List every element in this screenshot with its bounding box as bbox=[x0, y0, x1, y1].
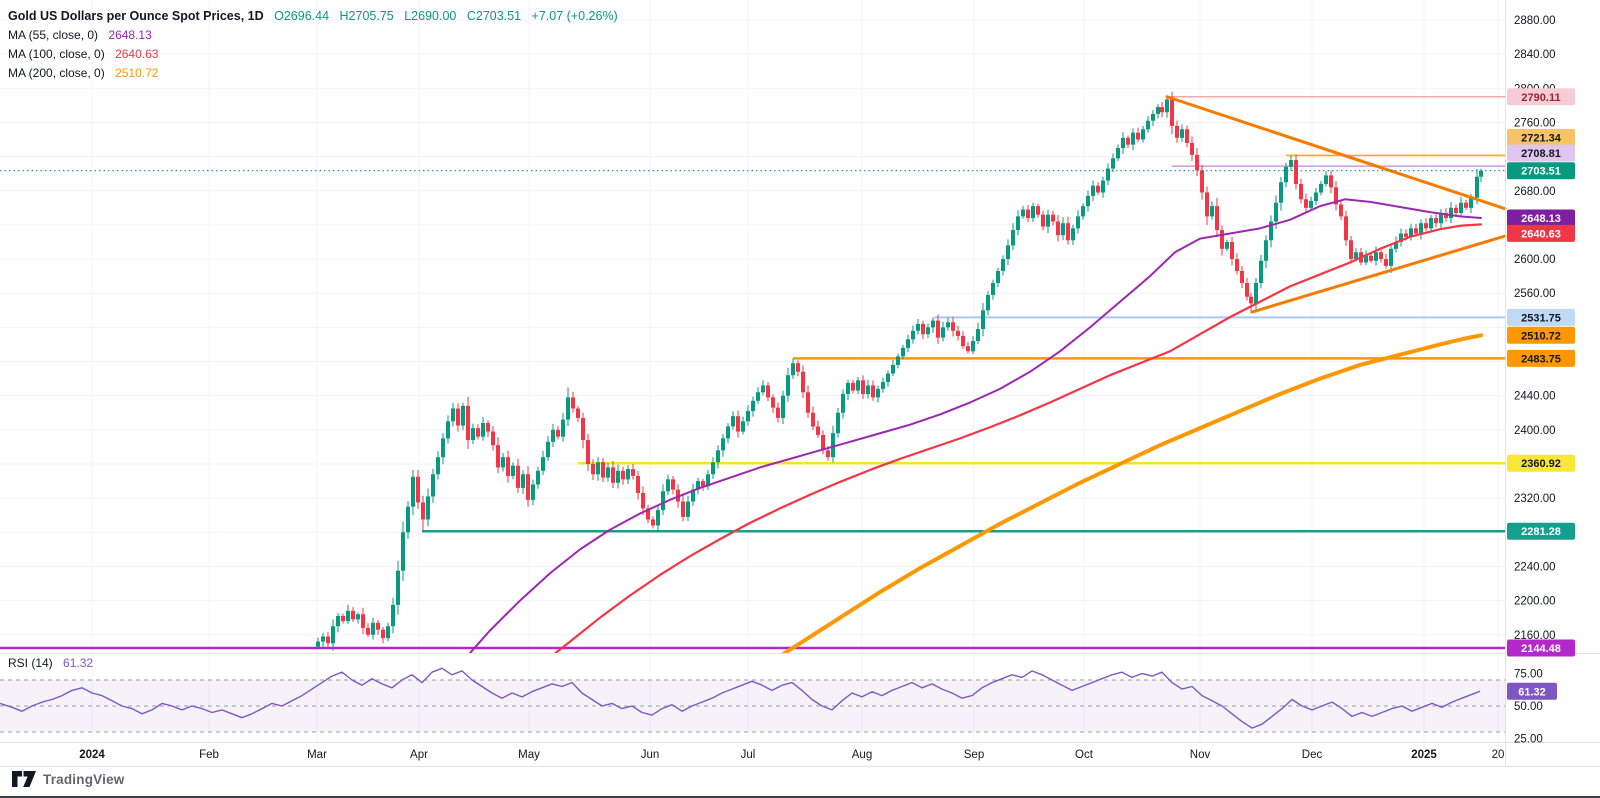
time-axis-label: Mar bbox=[307, 749, 327, 761]
price-axis-label: 2200.00 bbox=[1514, 596, 1556, 608]
triangle-trendline bbox=[1165, 95, 1507, 211]
svg-text:2360.92: 2360.92 bbox=[1521, 458, 1561, 470]
rsi-line bbox=[0, 667, 1481, 729]
ma-ma-100-line bbox=[553, 223, 1483, 653]
window-bottom-edge bbox=[0, 796, 1600, 798]
price-axis-badge: 2531.75 bbox=[1507, 308, 1575, 326]
time-axis[interactable]: 2024 Feb Mar Apr May Jun Jul Aug Sep Oct Nov Dec 202… bbox=[79, 749, 1504, 761]
ma-100-legend-row[interactable]: MA (100, close, 0) 2640.63 bbox=[8, 45, 618, 64]
price-axis-label: 2880.00 bbox=[1514, 15, 1556, 27]
price-axis-badge: 2790.11 bbox=[1507, 88, 1575, 106]
svg-text:2708.81: 2708.81 bbox=[1521, 148, 1561, 160]
price-axis-label: 2400.00 bbox=[1514, 425, 1556, 437]
svg-text:2640.63: 2640.63 bbox=[1521, 228, 1561, 240]
panel-separators bbox=[0, 0, 1600, 767]
price-axis-badge: 2510.72 bbox=[1507, 326, 1575, 344]
rsi-axis-label: 50.00 bbox=[1514, 701, 1543, 713]
gridlines bbox=[0, 0, 1505, 742]
ohlc-high: H2705.75 bbox=[339, 9, 394, 23]
svg-text:2648.13: 2648.13 bbox=[1521, 213, 1561, 225]
ma-200-label: MA (200, close, 0) bbox=[8, 66, 105, 80]
price-axis-label: 2240.00 bbox=[1514, 561, 1556, 573]
time-axis-label: Oct bbox=[1075, 749, 1094, 761]
ma-55-label: MA (55, close, 0) bbox=[8, 28, 99, 42]
tradingview-brand-text[interactable]: TradingView bbox=[43, 771, 125, 787]
time-axis-label: Jul bbox=[741, 749, 756, 761]
price-axis-badge: 2703.51 bbox=[1507, 162, 1575, 180]
rsi-axis-label: 25.00 bbox=[1514, 734, 1543, 746]
ma-55-legend-row[interactable]: MA (55, close, 0) 2648.13 bbox=[8, 26, 618, 45]
ma-100-value: 2640.63 bbox=[115, 47, 159, 61]
price-axis-badge: 2648.13 bbox=[1507, 209, 1575, 227]
price-level-lines bbox=[0, 95, 1505, 650]
tradingview-logo-icon[interactable] bbox=[12, 771, 36, 787]
price-axis-badge: 2281.28 bbox=[1507, 522, 1575, 540]
rsi-legend-row[interactable]: RSI (14) 61.32 bbox=[8, 656, 93, 670]
symbol-title-row[interactable]: Gold US Dollars per Ounce Spot Prices, 1… bbox=[8, 7, 618, 26]
ma-200-value: 2510.72 bbox=[115, 66, 159, 80]
price-axis-label: 2600.00 bbox=[1514, 254, 1556, 266]
trendlines[interactable] bbox=[1165, 95, 1507, 314]
ma-ma-200-line bbox=[781, 333, 1483, 653]
time-axis-label: May bbox=[518, 749, 540, 761]
price-axis-badge: 2640.63 bbox=[1507, 224, 1575, 242]
ma-ma-55-line bbox=[468, 198, 1482, 653]
footer: TradingView bbox=[12, 769, 124, 789]
symbol-title: Gold US Dollars per Ounce Spot Prices, 1… bbox=[8, 9, 264, 23]
rsi-axis-label: 75.00 bbox=[1514, 669, 1543, 681]
rsi-label: RSI (14) bbox=[8, 656, 53, 670]
svg-text:2483.75: 2483.75 bbox=[1521, 353, 1561, 365]
price-axis-label: 2560.00 bbox=[1514, 288, 1556, 300]
ohlc-open: O2696.44 bbox=[274, 9, 330, 23]
time-axis-label: Aug bbox=[852, 749, 872, 761]
price-axis-badge: 2483.75 bbox=[1507, 349, 1575, 367]
price-axis-label: 2840.00 bbox=[1514, 49, 1556, 61]
time-axis-label: 20 bbox=[1492, 749, 1505, 761]
ma-100-label: MA (100, close, 0) bbox=[8, 47, 105, 61]
price-axis-label: 2440.00 bbox=[1514, 391, 1556, 403]
svg-text:2531.75: 2531.75 bbox=[1521, 312, 1561, 324]
rsi-axis-badge: 61.32 bbox=[1507, 682, 1557, 700]
svg-text:2790.11: 2790.11 bbox=[1521, 92, 1560, 104]
svg-text:2281.28: 2281.28 bbox=[1521, 526, 1561, 538]
time-axis-label: Apr bbox=[410, 749, 428, 761]
ohlc-low: L2690.00 bbox=[404, 9, 457, 23]
time-axis-label: Dec bbox=[1302, 749, 1323, 761]
time-axis-label: Jun bbox=[641, 749, 660, 761]
svg-text:61.32: 61.32 bbox=[1518, 686, 1546, 698]
candles bbox=[316, 91, 1483, 651]
ma-200-legend-row[interactable]: MA (200, close, 0) 2510.72 bbox=[8, 64, 618, 83]
svg-text:2703.51: 2703.51 bbox=[1521, 166, 1561, 178]
price-axis-badge: 2360.92 bbox=[1507, 454, 1575, 472]
ohlc-close: C2703.51 bbox=[466, 9, 522, 23]
ohlc-change: +7.07 (+0.26%) bbox=[531, 9, 618, 23]
chart-legend: Gold US Dollars per Ounce Spot Prices, 1… bbox=[8, 7, 618, 83]
time-axis-label: Sep bbox=[964, 749, 984, 761]
price-axis[interactable]: 2880.002840.002800.002760.002680.002600.… bbox=[1507, 15, 1575, 657]
price-axis-badge: 2708.81 bbox=[1507, 144, 1575, 162]
svg-text:2721.34: 2721.34 bbox=[1521, 132, 1562, 144]
time-axis-label: Feb bbox=[199, 749, 219, 761]
price-axis-label: 2160.00 bbox=[1514, 630, 1556, 642]
triangle-trendline bbox=[1250, 234, 1507, 314]
rsi-panel bbox=[0, 667, 1505, 733]
price-axis-badge: 2721.34 bbox=[1507, 128, 1575, 146]
price-axis-label: 2760.00 bbox=[1514, 117, 1556, 129]
price-axis-badge: 2144.48 bbox=[1507, 639, 1575, 657]
rsi-axis[interactable]: 75.00 50.00 25.00 61.32 bbox=[1507, 669, 1557, 746]
price-axis-label: 2680.00 bbox=[1514, 186, 1556, 198]
time-axis-label: Nov bbox=[1190, 749, 1211, 761]
ma-55-value: 2648.13 bbox=[108, 28, 152, 42]
time-axis-label: 2024 bbox=[79, 749, 105, 761]
svg-text:2510.72: 2510.72 bbox=[1521, 330, 1561, 342]
svg-text:2144.48: 2144.48 bbox=[1521, 643, 1561, 655]
rsi-value: 61.32 bbox=[63, 656, 94, 670]
price-axis-label: 2320.00 bbox=[1514, 493, 1556, 505]
time-axis-label: 2025 bbox=[1411, 749, 1437, 761]
